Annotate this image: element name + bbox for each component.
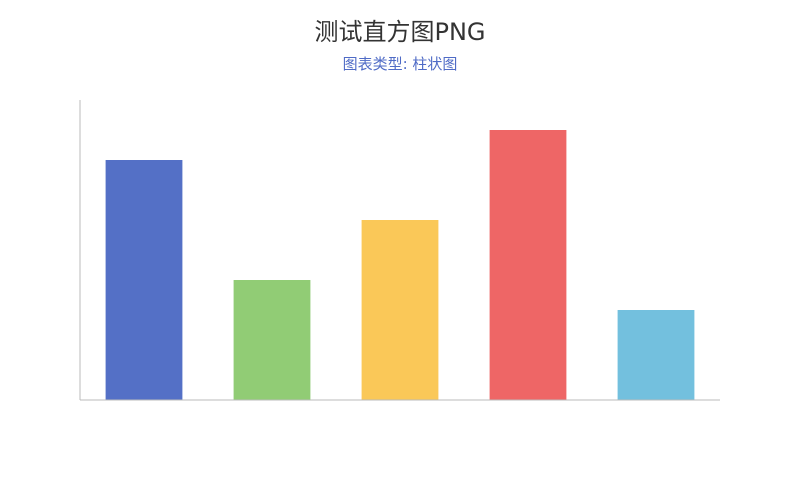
bar-1 bbox=[105, 160, 183, 400]
chart-subtitle: 图表类型: 柱状图 bbox=[342, 55, 458, 73]
bar-3 bbox=[361, 220, 439, 400]
bar-2 bbox=[233, 280, 311, 400]
bar-5 bbox=[617, 310, 695, 400]
bars-group bbox=[105, 130, 695, 400]
chart-title: 测试直方图PNG bbox=[314, 18, 486, 46]
bar-4 bbox=[489, 130, 567, 400]
